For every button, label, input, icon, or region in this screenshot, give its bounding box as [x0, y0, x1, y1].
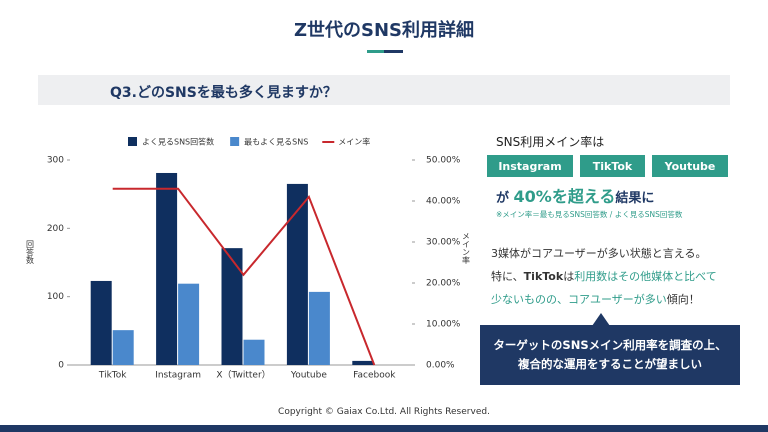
callout: ターゲットのSNSメイン利用率を調査の上、 複合的な運用をすることが望ましい	[480, 325, 740, 385]
x-tick-label: TikTok	[98, 371, 127, 381]
question: Q3.どのSNSを最も多く見ますか？	[110, 85, 337, 101]
slide-title: Z世代のSNS利用詳細	[293, 20, 475, 41]
y2-tick-label: 30.00%	[426, 238, 461, 248]
bar	[90, 280, 112, 365]
callout-line: 複合的な運用をすることが望ましい	[518, 357, 702, 371]
platform-box: Youtube	[652, 155, 728, 177]
body-text: は	[563, 270, 575, 283]
y2-axis-title: メイン率	[462, 232, 471, 265]
chart: 0 100 200 300 0.00% 10.00% 20.00% 30.00% 40.00% 5…	[26, 137, 471, 381]
y-axis-title: 回答数	[26, 240, 35, 265]
body-line: 3媒体がコアユーザーが多い状態と言える。	[491, 242, 717, 265]
legend-label: メイン率	[338, 137, 370, 147]
note: ※メイン率＝最も見るSNS回答数 / よく見るSNS回答数	[496, 210, 683, 219]
x-tick-label: Facebook	[353, 371, 396, 381]
body-highlight: コアユーザーが多い	[568, 293, 667, 306]
y2-tick-label: 0.00%	[426, 361, 455, 371]
y-tick-label: 300	[47, 156, 64, 166]
question-band	[38, 75, 730, 105]
x-tick-label: Youtube	[290, 371, 327, 381]
title-underline	[367, 50, 384, 53]
callout-line: ターゲットのSNSメイン利用率を調査の上、	[493, 338, 727, 352]
x-tick-label: Instagram	[155, 371, 201, 381]
y-tick-label: 0	[58, 361, 64, 371]
body-text: 傾向！	[666, 293, 700, 306]
legend-swatch	[128, 137, 137, 146]
title-underline	[384, 50, 403, 53]
y-tick-label: 100	[47, 292, 64, 302]
footer-bar	[0, 425, 768, 432]
legend-label: 最もよく見るSNS	[244, 138, 308, 147]
callout-pointer	[592, 313, 610, 326]
y-tick-label: 200	[47, 224, 64, 234]
line-series	[112, 187, 376, 366]
bar	[221, 248, 243, 365]
body-text: 3媒体がコアユーザーが多い状態と言える。	[491, 247, 707, 260]
platform-box: TikTok	[580, 155, 645, 177]
bar	[243, 339, 265, 365]
bar	[112, 330, 134, 365]
body-highlight: 少ないものの、	[491, 293, 568, 306]
body-bold: TikTok	[523, 270, 564, 283]
bar	[156, 172, 178, 365]
body-line: 少ないものの、コアユーザーが多い傾向！	[491, 288, 717, 311]
bar	[352, 360, 374, 365]
legend-swatch	[230, 137, 240, 146]
result-text: が	[496, 191, 514, 206]
body-highlight: 利用数はその他媒体と比べて	[574, 270, 717, 283]
bar	[178, 283, 200, 365]
legend-label: よく見るSNS回答数	[142, 137, 214, 147]
body: 3媒体がコアユーザーが多い状態と言える。 特に、TikTokは利用数はその他媒体…	[491, 242, 717, 311]
bar	[308, 291, 330, 365]
result-highlight: 40%を超える	[513, 187, 616, 206]
body-text: 特に、	[491, 270, 524, 283]
x-tick-label: X（Twitter）	[216, 370, 270, 381]
y2-tick-label: 40.00%	[426, 197, 461, 207]
y2-tick-label: 10.00%	[426, 320, 461, 330]
panel-heading: SNS利用メイン率は	[496, 135, 605, 149]
body-line: 特に、TikTokは利用数はその他媒体と比べて	[491, 265, 717, 288]
bar	[286, 183, 308, 365]
result-text: 結果に	[615, 191, 655, 206]
footer: Copyright © Gaiax Co.Ltd. All Rights Res…	[278, 407, 490, 417]
y2-tick-label: 20.00%	[426, 279, 461, 289]
platform-box: Instagram	[487, 155, 573, 177]
result: が 40%を超える結果に	[496, 183, 654, 207]
y2-tick-label: 50.00%	[426, 156, 461, 166]
